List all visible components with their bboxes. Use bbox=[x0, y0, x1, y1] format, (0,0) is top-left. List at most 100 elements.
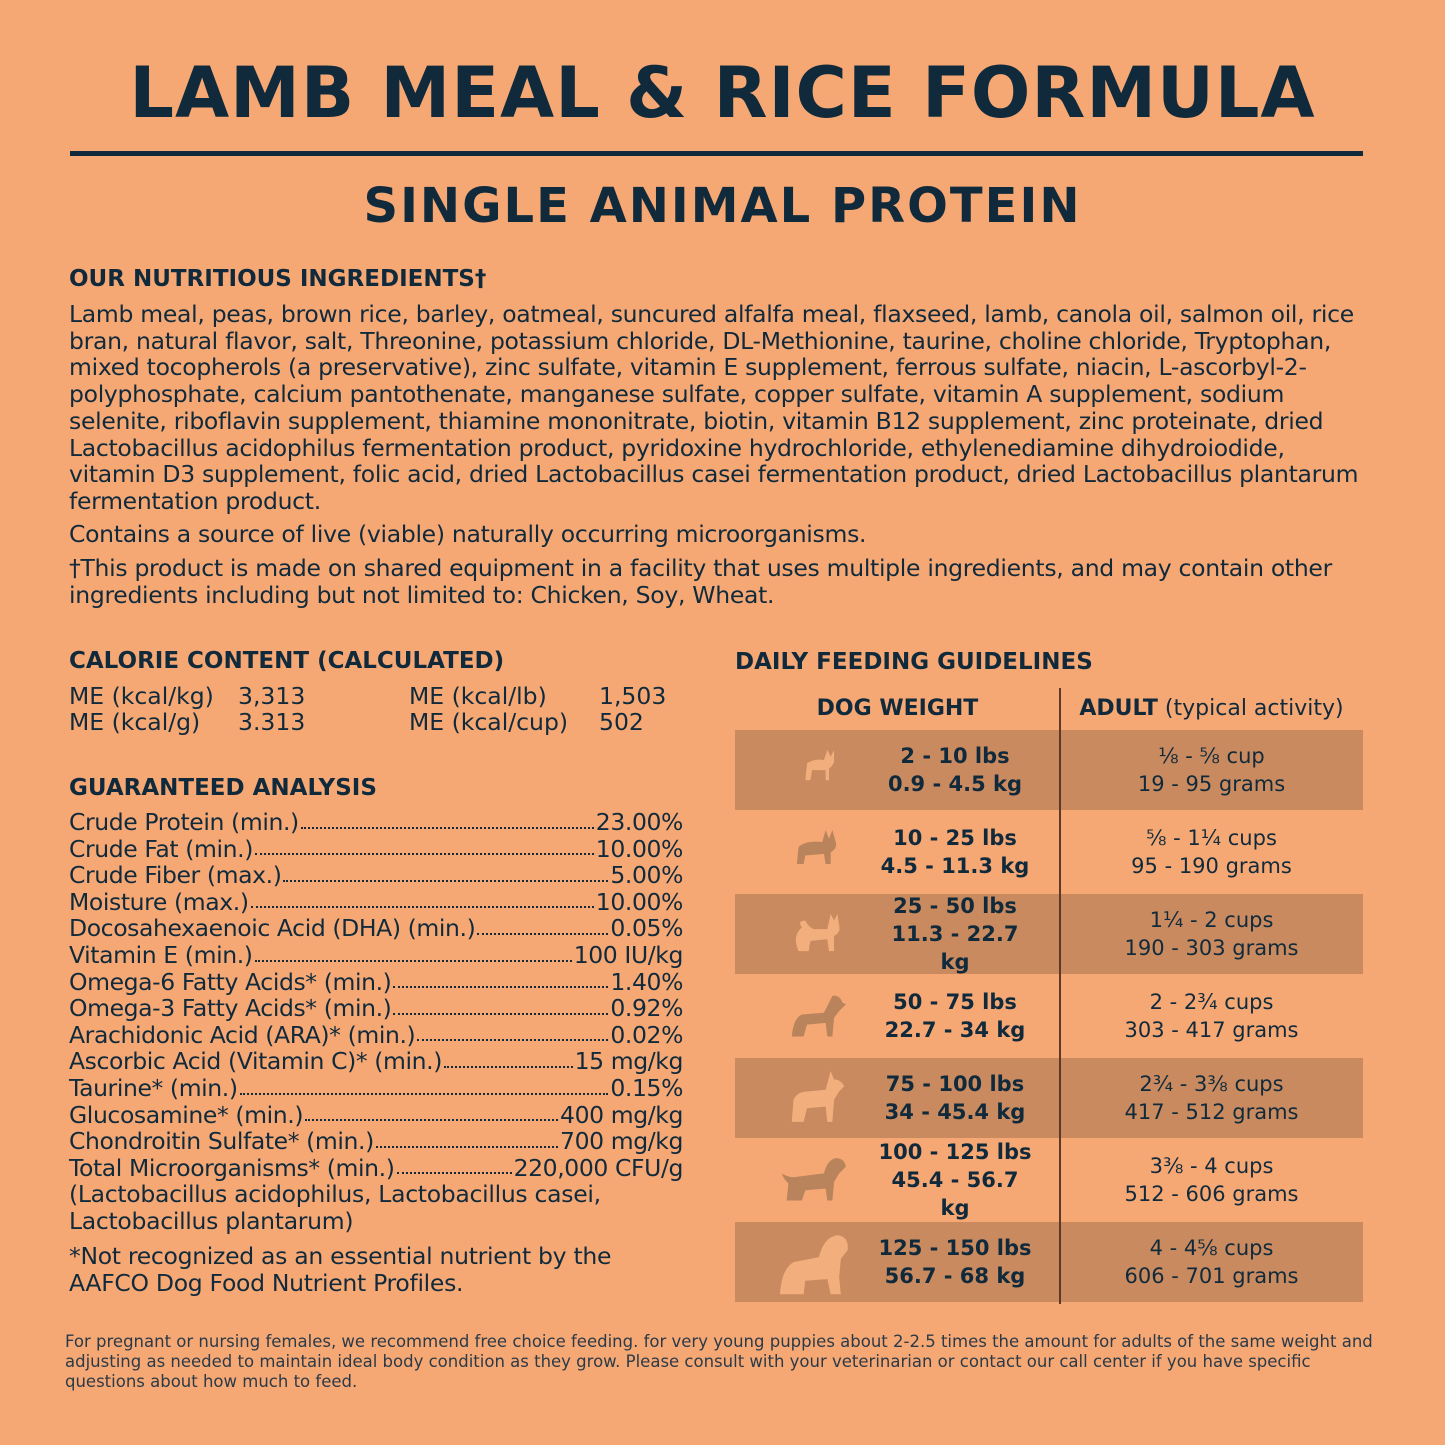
calorie-value: 1,503 bbox=[599, 682, 667, 710]
dot-leader bbox=[393, 995, 609, 1015]
calorie-value: 3.313 bbox=[238, 708, 306, 736]
analysis-value: 0.02% bbox=[610, 1020, 683, 1049]
amount-cell: 2 - 2¾ cups 303 - 417 grams bbox=[1060, 976, 1363, 1056]
calorie-label: ME (kcal/lb) bbox=[409, 682, 547, 710]
weight-cell: 2 - 10 lbs 0.9 - 4.5 kg bbox=[735, 730, 1060, 810]
weight-kg: 22.7 - 34 kg bbox=[884, 1018, 1026, 1042]
weight-lbs: 10 - 25 lbs bbox=[893, 826, 1017, 850]
weight-kg: 34 - 45.4 kg bbox=[884, 1100, 1026, 1124]
feeding-row: 10 - 25 lbs 4.5 - 11.3 kg ⅝ - 1¼ cups 95 -… bbox=[735, 812, 1363, 892]
analysis-value: 400 mg/kg bbox=[560, 1100, 683, 1129]
amount-cups: 2 - 2¾ cups bbox=[1149, 990, 1274, 1014]
dot-leader bbox=[250, 889, 594, 909]
spitz-dog-icon bbox=[795, 913, 840, 952]
analysis-row: Crude Fat (min.) 10.00% bbox=[69, 834, 683, 863]
amount-cups: ⅝ - 1¼ cups bbox=[1146, 826, 1277, 850]
weight-lbs: 100 - 125 lbs bbox=[878, 1140, 1032, 1164]
analysis-row: Taurine* (min.) 0.15% bbox=[69, 1075, 683, 1102]
calorie-value: 502 bbox=[599, 708, 644, 736]
calorie-label: ME (kcal/g) bbox=[69, 708, 201, 736]
dot-leader bbox=[239, 1075, 609, 1095]
analysis-label: Arachidonic Acid (ARA)* (min.) bbox=[69, 1020, 416, 1049]
analysis-label: Docosahexaenoic Acid (DHA) (min.) bbox=[69, 914, 476, 943]
aafco-note: *Not recognized as an essential nutrient… bbox=[69, 1242, 612, 1297]
amount-cell: ⅝ - 1¼ cups 95 - 190 grams bbox=[1060, 812, 1363, 892]
amount-cups: ⅛ - ⅝ cup bbox=[1158, 744, 1265, 768]
analysis-value: 15 mg/kg bbox=[574, 1047, 684, 1076]
analysis-row: Arachidonic Acid (ARA)* (min.) 0.02% bbox=[69, 1022, 683, 1049]
analysis-label: Taurine* (min.) bbox=[69, 1073, 238, 1102]
analysis-row: Vitamin E (min.) 100 IU/kg bbox=[69, 942, 683, 969]
page-title: LAMB MEAL & RICE FORMULA bbox=[129, 52, 1316, 134]
ingredients-heading: OUR NUTRITIOUS INGREDIENTS† bbox=[69, 266, 487, 292]
calorie-label: ME (kcal/cup) bbox=[409, 708, 569, 736]
amount-grams: 95 - 190 grams bbox=[1131, 854, 1292, 878]
analysis-label: Omega-3 Fatty Acids* (min.) bbox=[69, 994, 392, 1023]
analysis-row: Crude Fiber (max.) 5.00% bbox=[69, 862, 683, 889]
amount-cell: 3⅜ - 4 cups 512 - 606 grams bbox=[1060, 1140, 1363, 1220]
weight-cell: 75 - 100 lbs 34 - 45.4 kg bbox=[735, 1058, 1060, 1138]
amount-cell: ⅛ - ⅝ cup 19 - 95 grams bbox=[1060, 730, 1363, 810]
analysis-label: Ascorbic Acid (Vitamin C)* (min.) bbox=[69, 1047, 442, 1076]
feeding-table: DOG WEIGHT ADULT (typical activity) 2 - … bbox=[735, 688, 1363, 1302]
analysis-list: Crude Protein (min.) 23.00% Crude Fat (min… bbox=[69, 809, 683, 1235]
weight-lbs: 2 - 10 lbs bbox=[900, 744, 1010, 768]
weight-kg: 11.3 - 22.7 kg bbox=[891, 922, 1019, 974]
analysis-row: Total Microorganisms* (min.) 220,000 CFU/… bbox=[69, 1155, 683, 1182]
weight-text: 2 - 10 lbs 0.9 - 4.5 kg bbox=[875, 742, 1035, 798]
analysis-value: 0.05% bbox=[610, 914, 683, 943]
dot-leader bbox=[375, 1128, 559, 1148]
analysis-value: 23.00% bbox=[595, 808, 684, 836]
feeding-row: 125 - 150 lbs 56.7 - 68 kg 4 - 4⅝ cups 606… bbox=[735, 1222, 1363, 1302]
weight-text: 25 - 50 lbs 11.3 - 22.7 kg bbox=[875, 892, 1035, 976]
weight-cell: 10 - 25 lbs 4.5 - 11.3 kg bbox=[735, 812, 1060, 892]
analysis-value: 10.00% bbox=[595, 887, 684, 916]
dot-leader bbox=[417, 1022, 609, 1042]
col-adult-bold: ADULT bbox=[1079, 695, 1158, 721]
calorie-label: ME (kcal/kg) bbox=[69, 682, 214, 710]
dot-leader bbox=[254, 942, 572, 962]
amount-cups: 1¼ - 2 cups bbox=[1149, 908, 1274, 932]
amount-cups: 2¾ - 3⅜ cups bbox=[1139, 1072, 1284, 1096]
dot-leader bbox=[305, 1102, 559, 1122]
calorie-value: 3,313 bbox=[238, 682, 306, 710]
analysis-value: 0.15% bbox=[610, 1073, 683, 1102]
dot-leader bbox=[444, 1048, 573, 1068]
amount-grams: 606 - 701 grams bbox=[1124, 1264, 1299, 1288]
weight-kg: 45.4 - 56.7 kg bbox=[891, 1168, 1019, 1220]
amount-grams: 190 - 303 grams bbox=[1124, 936, 1299, 960]
analysis-row: Omega-3 Fatty Acids* (min.) 0.92% bbox=[69, 995, 683, 1022]
amount-grams: 19 - 95 grams bbox=[1137, 772, 1286, 796]
analysis-row: Docosahexaenoic Acid (DHA) (min.) 0.05% bbox=[69, 915, 683, 942]
analysis-label: Crude Fat (min.) bbox=[69, 834, 253, 863]
dot-leader bbox=[393, 969, 609, 989]
amount-grams: 303 - 417 grams bbox=[1124, 1018, 1299, 1042]
calorie-heading: CALORIE CONTENT (CALCULATED) bbox=[69, 648, 505, 674]
feeding-row: 100 - 125 lbs 45.4 - 56.7 kg 3⅜ - 4 cups 5… bbox=[735, 1140, 1363, 1220]
chihuahua-icon bbox=[805, 749, 835, 781]
column-divider bbox=[1059, 688, 1061, 1304]
analysis-row: Ascorbic Acid (Vitamin C)* (min.) 15 mg/k… bbox=[69, 1048, 683, 1075]
amount-grams: 512 - 606 grams bbox=[1124, 1182, 1299, 1206]
analysis-label: Glucosamine* (min.) bbox=[69, 1100, 304, 1129]
feeding-row: 50 - 75 lbs 22.7 - 34 kg 2 - 2¾ cups 303 -… bbox=[735, 976, 1363, 1056]
feeding-row: 2 - 10 lbs 0.9 - 4.5 kg ⅛ - ⅝ cup 19 - 95 … bbox=[735, 730, 1363, 810]
analysis-row: Moisture (max.) 10.00% bbox=[69, 889, 683, 916]
feeding-row: 75 - 100 lbs 34 - 45.4 kg 2¾ - 3⅜ cups 417… bbox=[735, 1058, 1363, 1138]
amount-grams: 417 - 512 grams bbox=[1124, 1100, 1299, 1124]
analysis-row: Glucosamine* (min.) 400 mg/kg bbox=[69, 1100, 683, 1129]
analysis-row: Chondroitin Sulfate* (min.) 700 mg/kg bbox=[69, 1128, 683, 1155]
dot-leader bbox=[300, 809, 594, 829]
col-adult: ADULT (typical activity) bbox=[1060, 696, 1363, 721]
analysis-label: Total Microorganisms* (min.) bbox=[69, 1153, 395, 1182]
amount-cups: 3⅜ - 4 cups bbox=[1149, 1154, 1274, 1178]
analysis-value: 100 IU/kg bbox=[573, 940, 684, 969]
title-divider bbox=[70, 151, 1363, 156]
weight-kg: 0.9 - 4.5 kg bbox=[887, 772, 1023, 796]
weight-lbs: 50 - 75 lbs bbox=[893, 990, 1017, 1014]
analysis-row: Crude Protein (min.) 23.00% bbox=[69, 809, 683, 836]
weight-kg: 56.7 - 68 kg bbox=[884, 1264, 1026, 1288]
analysis-value: 0.92% bbox=[610, 994, 683, 1023]
dot-leader bbox=[254, 836, 594, 856]
dot-leader bbox=[396, 1155, 512, 1175]
